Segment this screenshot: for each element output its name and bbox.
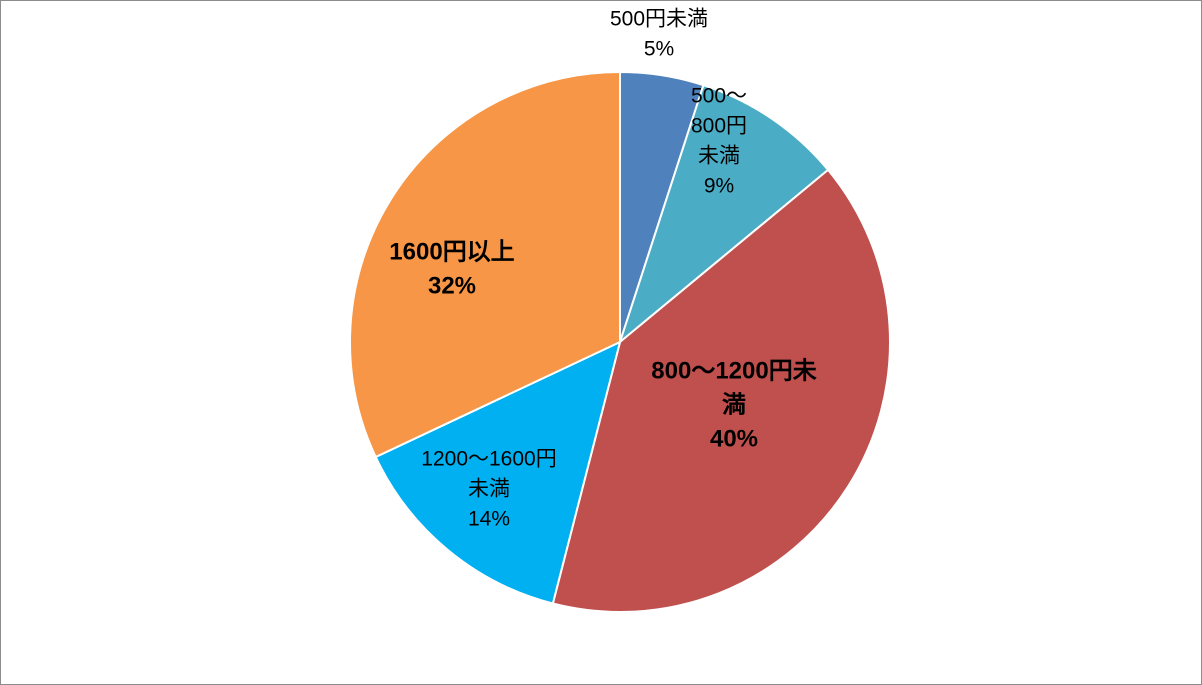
slice-label-line: 32% [428,272,476,299]
slice-label-2: 500～ 800円未満 9% [691,84,747,197]
pie-slice-4 [374,340,622,605]
slice-label-line: 500～ [691,84,747,107]
pie-slice-5 [349,70,621,459]
pie-slice-3 [551,168,891,613]
slice-label-line: 1200～1600円 [421,447,556,470]
slice-label-line: 1600円以上 [389,238,514,265]
slice-label-1: 500円未満 5% [610,7,708,60]
slice-label-line: 9% [704,174,734,197]
slice-label-line: 5% [644,37,674,60]
slice-label-5: 1600円以上 32% [389,238,514,299]
slice-label-line: 800～1200円未 [651,357,816,384]
slice-label-line: 500円未満 [610,7,708,30]
pie-slice-2 [617,83,830,345]
slice-label-4: 1200～1600円未満 14% [421,447,556,530]
slice-label-line: 40% [710,425,758,452]
slice-label-3: 800～1200円未満 40% [651,357,816,452]
slice-label-line: 14% [468,507,510,530]
slice-label-line: 800円 [691,114,747,137]
slice-label-line: 満 [722,391,746,418]
slice-label-line: 未満 [468,477,510,500]
slice-label-line: 未満 [698,144,740,167]
